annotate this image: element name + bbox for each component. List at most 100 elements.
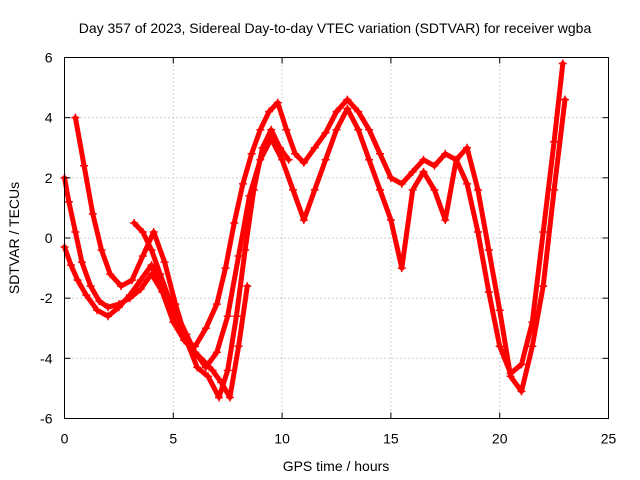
data-point-marker [106, 270, 115, 279]
data-point-marker [114, 303, 123, 312]
data-point-marker [408, 185, 417, 194]
data-point-marker [199, 357, 208, 366]
data-point-marker [238, 179, 247, 188]
data-point-marker [463, 179, 472, 188]
data-point-marker [71, 113, 80, 122]
y-tick-labels: -6 -4 -2 0 2 4 6 [40, 50, 53, 427]
data-point-marker [273, 98, 282, 107]
data-point-marker [212, 348, 221, 357]
data-point-marker [517, 387, 526, 396]
data-point-marker [560, 95, 569, 104]
data-point-marker [310, 143, 319, 152]
x-tick-label: 20 [492, 431, 508, 447]
data-point-marker [127, 276, 136, 285]
data-point-marker [97, 246, 106, 255]
data-point-marker [441, 149, 450, 158]
data-point-marker [517, 360, 526, 369]
data-point-marker [299, 158, 308, 167]
data-point-marker [441, 215, 450, 224]
data-point-marker [550, 137, 559, 146]
x-tick-label: 0 [61, 431, 69, 447]
y-tick-label: 6 [45, 50, 53, 66]
data-point-marker [354, 125, 363, 134]
data-point-marker [86, 282, 95, 291]
data-series [60, 59, 569, 402]
series-track-c [71, 113, 293, 402]
data-point-marker [386, 173, 395, 182]
data-point-marker [214, 393, 223, 402]
y-tick-label: 0 [45, 230, 53, 246]
data-point-marker [288, 185, 297, 194]
data-point-marker [354, 107, 363, 116]
x-tick-label: 25 [601, 431, 617, 447]
x-tick-label: 5 [169, 431, 177, 447]
data-point-marker [365, 125, 374, 134]
data-point-marker [232, 312, 241, 321]
data-point-marker [249, 185, 258, 194]
series-track-a [60, 59, 567, 378]
data-point-marker [332, 107, 341, 116]
data-point-marker [243, 282, 252, 291]
data-point-marker [365, 155, 374, 164]
data-point-marker [397, 179, 406, 188]
data-point-marker [138, 252, 147, 261]
data-point-marker [95, 297, 104, 306]
data-point-marker [495, 342, 504, 351]
data-point-marker [164, 294, 173, 303]
data-point-marker [130, 218, 139, 227]
data-point-marker [256, 125, 265, 134]
data-point-marker [558, 59, 567, 68]
x-axis-label: GPS time / hours [283, 458, 390, 474]
data-point-marker [419, 155, 428, 164]
data-point-marker [117, 282, 126, 291]
data-point-marker [463, 143, 472, 152]
series-track-b [60, 95, 569, 396]
data-point-marker [182, 330, 191, 339]
data-point-marker [136, 276, 145, 285]
data-point-marker [321, 155, 330, 164]
y-tick-label: -4 [40, 350, 53, 366]
data-point-marker [267, 125, 276, 134]
data-point-marker [473, 227, 482, 236]
data-point-marker [343, 104, 352, 113]
data-point-marker [506, 372, 515, 381]
data-point-marker [223, 312, 232, 321]
data-point-marker [64, 197, 73, 206]
data-point-marker [452, 155, 461, 164]
data-point-marker [299, 215, 308, 224]
data-point-marker [225, 393, 234, 402]
data-point-marker [484, 288, 493, 297]
series-line [62, 61, 566, 376]
data-point-marker [473, 185, 482, 194]
x-tick-label: 10 [274, 431, 290, 447]
data-point-marker [284, 155, 293, 164]
ticks [64, 57, 609, 419]
x-tick-label: 15 [383, 431, 399, 447]
data-point-marker [93, 306, 102, 315]
data-point-marker [539, 282, 548, 291]
data-point-marker [528, 342, 537, 351]
data-point-marker [550, 185, 559, 194]
data-point-marker [247, 149, 256, 158]
y-tick-label: 2 [45, 170, 53, 186]
data-point-marker [80, 161, 89, 170]
data-point-marker [173, 312, 182, 321]
data-point-marker [136, 285, 145, 294]
data-point-marker [191, 348, 200, 357]
data-point-marker [376, 149, 385, 158]
data-point-marker [419, 167, 428, 176]
data-point-marker [484, 246, 493, 255]
data-point-marker [147, 246, 156, 255]
data-point-marker [160, 258, 169, 267]
data-point-marker [77, 258, 86, 267]
data-point-marker [204, 372, 213, 381]
data-point-marker [310, 185, 319, 194]
data-point-marker [430, 161, 439, 170]
data-point-marker [332, 125, 341, 134]
series-line [131, 220, 250, 400]
data-point-marker [104, 312, 113, 321]
data-point-marker [265, 107, 274, 116]
data-point-marker [430, 185, 439, 194]
